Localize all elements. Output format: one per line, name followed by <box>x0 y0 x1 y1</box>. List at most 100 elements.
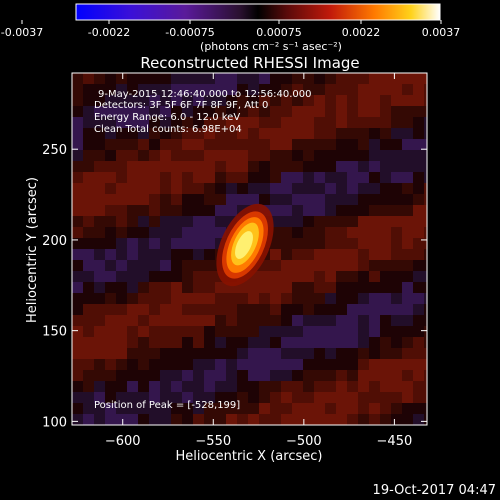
heatmap-cell <box>149 304 160 315</box>
heatmap-cell <box>127 293 138 304</box>
heatmap-cell <box>105 117 116 128</box>
heatmap-cell <box>424 205 427 216</box>
heatmap-cell <box>94 359 105 370</box>
heatmap-cell <box>72 172 83 183</box>
heatmap-cell <box>215 194 226 205</box>
heatmap-cell <box>413 348 424 359</box>
heatmap-cell <box>358 216 369 227</box>
heatmap-cell <box>292 150 303 161</box>
heatmap-cell <box>413 216 424 227</box>
heatmap-cell <box>116 392 127 403</box>
heatmap-cell <box>413 392 424 403</box>
heatmap-cell <box>270 403 281 414</box>
heatmap-cell <box>259 392 270 403</box>
heatmap-cell <box>182 205 193 216</box>
heatmap-cell <box>402 271 413 282</box>
heatmap-cell <box>193 183 204 194</box>
heatmap-cell <box>402 381 413 392</box>
heatmap-cell <box>292 172 303 183</box>
heatmap-cell <box>424 370 427 381</box>
heatmap-cell <box>347 95 358 106</box>
heatmap-cell <box>358 370 369 381</box>
heatmap-cell <box>413 260 424 271</box>
heatmap-cell <box>127 315 138 326</box>
heatmap-cell <box>116 106 127 117</box>
heatmap-cell <box>248 139 259 150</box>
heatmap-cell <box>391 194 402 205</box>
heatmap-cell <box>94 227 105 238</box>
heatmap-cell <box>226 117 237 128</box>
heatmap-cell <box>325 84 336 95</box>
heatmap-cell <box>292 260 303 271</box>
heatmap-cell <box>171 304 182 315</box>
heatmap-cell <box>138 392 149 403</box>
heatmap-cell <box>204 249 215 260</box>
heatmap-cell <box>204 161 215 172</box>
heatmap-cell <box>292 161 303 172</box>
heatmap-cell <box>237 403 248 414</box>
heatmap-cell <box>424 106 427 117</box>
heatmap-cell <box>149 150 160 161</box>
heatmap-cell <box>182 95 193 106</box>
heatmap-cell <box>259 337 270 348</box>
heatmap-cell <box>248 392 259 403</box>
heatmap-cell <box>182 249 193 260</box>
heatmap-cell <box>281 260 292 271</box>
heatmap-cell <box>171 337 182 348</box>
heatmap-cell <box>413 172 424 183</box>
heatmap-cell <box>424 293 427 304</box>
heatmap-cell <box>182 139 193 150</box>
heatmap-cell <box>193 271 204 282</box>
heatmap-cell <box>127 128 138 139</box>
heatmap-cell <box>72 128 83 139</box>
heatmap-cell <box>402 392 413 403</box>
heatmap-cell <box>424 128 427 139</box>
heatmap-cell <box>292 403 303 414</box>
heatmap-cell <box>215 348 226 359</box>
heatmap-cell <box>248 348 259 359</box>
heatmap-cell <box>83 326 94 337</box>
heatmap-cell <box>72 381 83 392</box>
heatmap-cell <box>105 73 116 84</box>
heatmap-cell <box>204 381 215 392</box>
heatmap-cell <box>380 381 391 392</box>
heatmap-cell <box>204 194 215 205</box>
heatmap-cell <box>369 271 380 282</box>
heatmap-cell <box>369 282 380 293</box>
heatmap-cell <box>160 370 171 381</box>
heatmap-cell <box>336 304 347 315</box>
heatmap-cell <box>358 205 369 216</box>
heatmap-cell <box>424 73 427 84</box>
heatmap-cell <box>138 238 149 249</box>
heatmap-cell <box>402 414 413 425</box>
heatmap-cell <box>292 359 303 370</box>
heatmap-cell <box>314 359 325 370</box>
heatmap-cell <box>303 117 314 128</box>
heatmap-cell <box>314 304 325 315</box>
heatmap-cell <box>83 128 94 139</box>
heatmap-cell <box>171 216 182 227</box>
heatmap-cell <box>72 403 83 414</box>
heatmap-cell <box>138 370 149 381</box>
heatmap-cell <box>413 282 424 293</box>
heatmap-cell <box>402 139 413 150</box>
heatmap-cell <box>347 260 358 271</box>
heatmap-cell <box>149 282 160 293</box>
heatmap-cell <box>325 414 336 425</box>
heatmap-cell <box>358 117 369 128</box>
heatmap-cell <box>116 337 127 348</box>
heatmap-cell <box>149 359 160 370</box>
heatmap-cell <box>215 150 226 161</box>
heatmap-cell <box>391 392 402 403</box>
heatmap-cell <box>380 238 391 249</box>
heatmap-cell <box>380 249 391 260</box>
heatmap-cell <box>248 73 259 84</box>
heatmap-cell <box>248 315 259 326</box>
heatmap-cell <box>380 84 391 95</box>
heatmap-cell <box>292 282 303 293</box>
heatmap-cell <box>369 315 380 326</box>
heatmap-cell <box>424 414 427 425</box>
heatmap-cell <box>226 359 237 370</box>
heatmap-cell <box>380 73 391 84</box>
heatmap-cell <box>72 238 83 249</box>
